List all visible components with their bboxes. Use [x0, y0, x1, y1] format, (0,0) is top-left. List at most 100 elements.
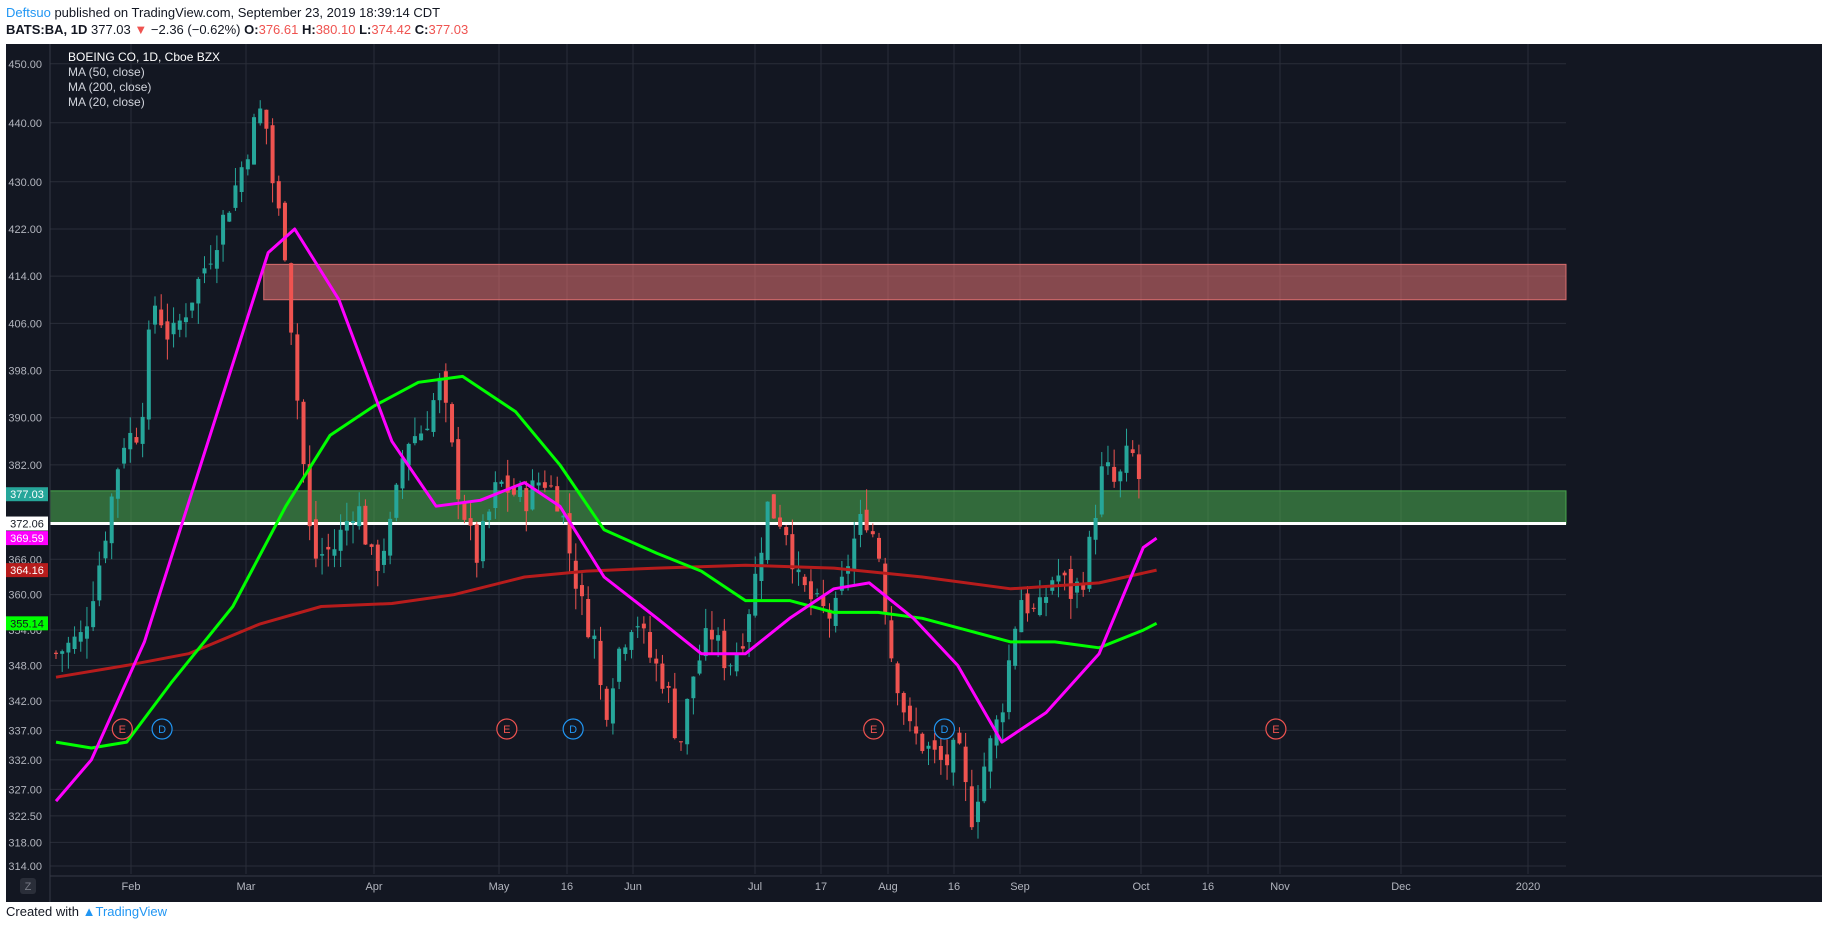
candle-body	[784, 527, 789, 536]
symbol-label: BATS:BA, 1D	[6, 22, 88, 37]
author-link[interactable]: Deftsuo	[6, 5, 51, 20]
candle-body	[394, 484, 399, 518]
candle-body	[264, 109, 269, 129]
x-tick-label: Dec	[1391, 881, 1411, 893]
candle-body	[716, 635, 721, 641]
candle-body	[505, 475, 510, 493]
candle-body	[883, 563, 888, 615]
low-value: 374.42	[371, 22, 412, 37]
candle-body	[313, 519, 318, 559]
y-tick-label: 337.00	[8, 725, 42, 737]
candle-body	[357, 506, 362, 527]
candle-body	[598, 640, 603, 686]
candle-body	[864, 509, 869, 531]
candle-body	[889, 620, 894, 659]
publish-line: Deftsuo published on TradingView.com, Se…	[6, 5, 440, 20]
candle-body	[165, 321, 170, 340]
candle-body	[153, 305, 158, 325]
dividend-marker	[151, 718, 173, 740]
candle-body	[951, 739, 956, 773]
candle-body	[289, 263, 294, 333]
y-tick-label: 332.00	[8, 755, 42, 767]
candle-body	[932, 740, 937, 750]
candle-body	[307, 464, 312, 527]
candle-body	[326, 546, 331, 550]
candle-body	[691, 676, 696, 699]
candle-body	[443, 371, 448, 403]
candle-body	[252, 117, 257, 165]
candle-body	[963, 746, 968, 783]
candle-body	[338, 529, 343, 551]
ma20-line	[54, 227, 1158, 803]
chart-settings-icon[interactable]: Z	[20, 878, 36, 894]
candle-body	[623, 647, 628, 654]
candle-body	[685, 698, 690, 745]
candle-body	[227, 212, 232, 222]
time-axis[interactable]: Feb Mar Apr May 16 Jun Jul 17 Aug 16 Sep Oct 16 Nov De…	[50, 875, 1822, 893]
candle-body	[400, 458, 405, 489]
candle-body	[877, 537, 882, 559]
price-label-box	[6, 516, 48, 531]
moving-averages	[54, 227, 1158, 803]
event-marker-label: D	[158, 724, 166, 736]
candle-body	[1075, 581, 1080, 593]
x-tick-label: Mar	[237, 881, 256, 893]
candle-body	[938, 745, 943, 760]
candle-body	[747, 614, 752, 643]
candle-body	[858, 513, 863, 535]
y-tick-label: 414.00	[8, 271, 42, 283]
y-tick-label: 360.00	[8, 590, 42, 602]
candle-body	[907, 705, 912, 722]
x-tick-label: Apr	[365, 881, 382, 893]
grid-lines	[50, 44, 1566, 874]
legend-ma20: MA (20, close)	[68, 95, 145, 109]
high-label: H:	[301, 22, 316, 37]
y-tick-label: 422.00	[8, 224, 42, 236]
candle-body	[134, 437, 139, 443]
candle-body	[567, 513, 572, 554]
candlestick-chart[interactable]: E D E D E D E 450.00 440.00 430.00 422.00 414.00 40…	[6, 44, 1822, 902]
candle-body	[351, 521, 356, 523]
candle-body	[320, 554, 325, 556]
candle-body	[1112, 466, 1117, 482]
candle-body	[790, 534, 795, 570]
candle-body	[796, 569, 801, 573]
candle-body	[988, 738, 993, 772]
y-tick-label: 348.00	[8, 660, 42, 672]
earnings-marker	[863, 718, 885, 740]
price-label: 372.06	[10, 519, 44, 531]
candle-body	[1093, 517, 1098, 540]
price-zones	[49, 263, 1567, 526]
x-tick-label: Nov	[1270, 881, 1290, 893]
candle-body	[542, 482, 547, 488]
tradingview-link[interactable]: TradingView	[95, 904, 168, 919]
y-tick-label: 440.00	[8, 118, 42, 130]
candle-body	[1013, 628, 1018, 666]
candle-body	[344, 520, 349, 531]
candle-body	[660, 663, 665, 689]
candle-body	[419, 433, 424, 441]
close-label: C:	[414, 22, 429, 37]
candle-body	[208, 263, 213, 265]
candle-body	[128, 432, 133, 450]
price-axis[interactable]: 450.00 440.00 430.00 422.00 414.00 406.00 398.…	[6, 44, 51, 902]
tradingview-logo-icon: ▲	[82, 904, 96, 919]
price-label-box	[6, 531, 48, 546]
candle-body	[245, 159, 250, 170]
ma200-line	[55, 563, 1157, 679]
candle-body	[573, 560, 578, 589]
candle-body	[91, 601, 96, 628]
candle-body	[969, 786, 974, 828]
y-tick-label: 314.00	[8, 861, 42, 873]
x-tick-label: Oct	[1132, 881, 1149, 893]
candle-body	[709, 629, 714, 640]
candle-body	[72, 636, 77, 650]
high-value: 380.10	[315, 22, 356, 37]
candle-body	[728, 665, 733, 667]
candle-body	[808, 581, 813, 600]
candle-body	[1019, 600, 1024, 633]
candle-body	[1031, 607, 1036, 609]
y-tick-label: 342.00	[8, 696, 42, 708]
price-label: 355.14	[10, 618, 44, 630]
candle-body	[1025, 593, 1030, 614]
